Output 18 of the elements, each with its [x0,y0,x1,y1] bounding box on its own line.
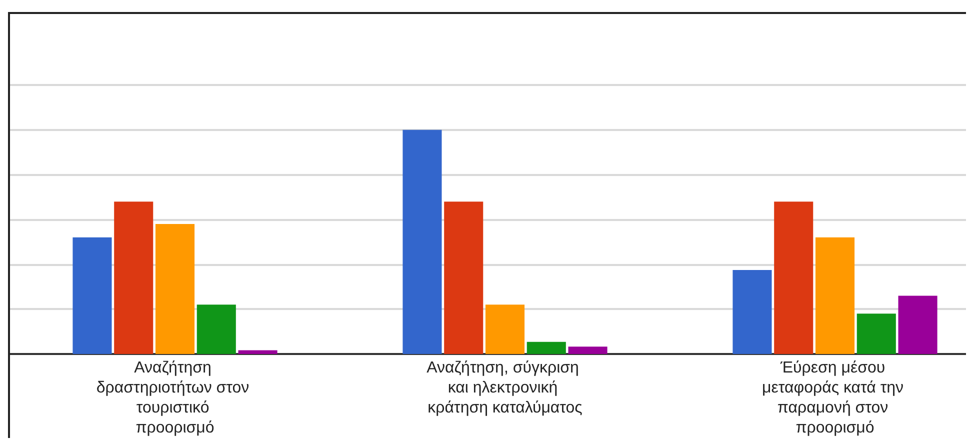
x-tick-label: Αναζήτηση, σύγκριση και ηλεκτρονική κράτηση καταλύματος [426,360,584,416]
bar [402,130,442,354]
x-tick-label: Αναζήτηση δραστηριοτήτων στον τουριστικό προορισμό [96,360,254,436]
bar [485,304,525,354]
bar [815,237,855,354]
bar [774,202,814,354]
bar [732,270,772,354]
bar [114,202,154,354]
bar [898,296,938,354]
x-tick-label: Έύρεση μέσου μεταφοράς κατά την παραμονή στον προορισμό [762,360,908,436]
bar [444,202,484,354]
bar [526,342,566,354]
bar [568,346,608,354]
bar [72,237,112,354]
bar [155,224,195,354]
bar [856,314,896,354]
bar [196,304,236,354]
bar [238,350,278,354]
